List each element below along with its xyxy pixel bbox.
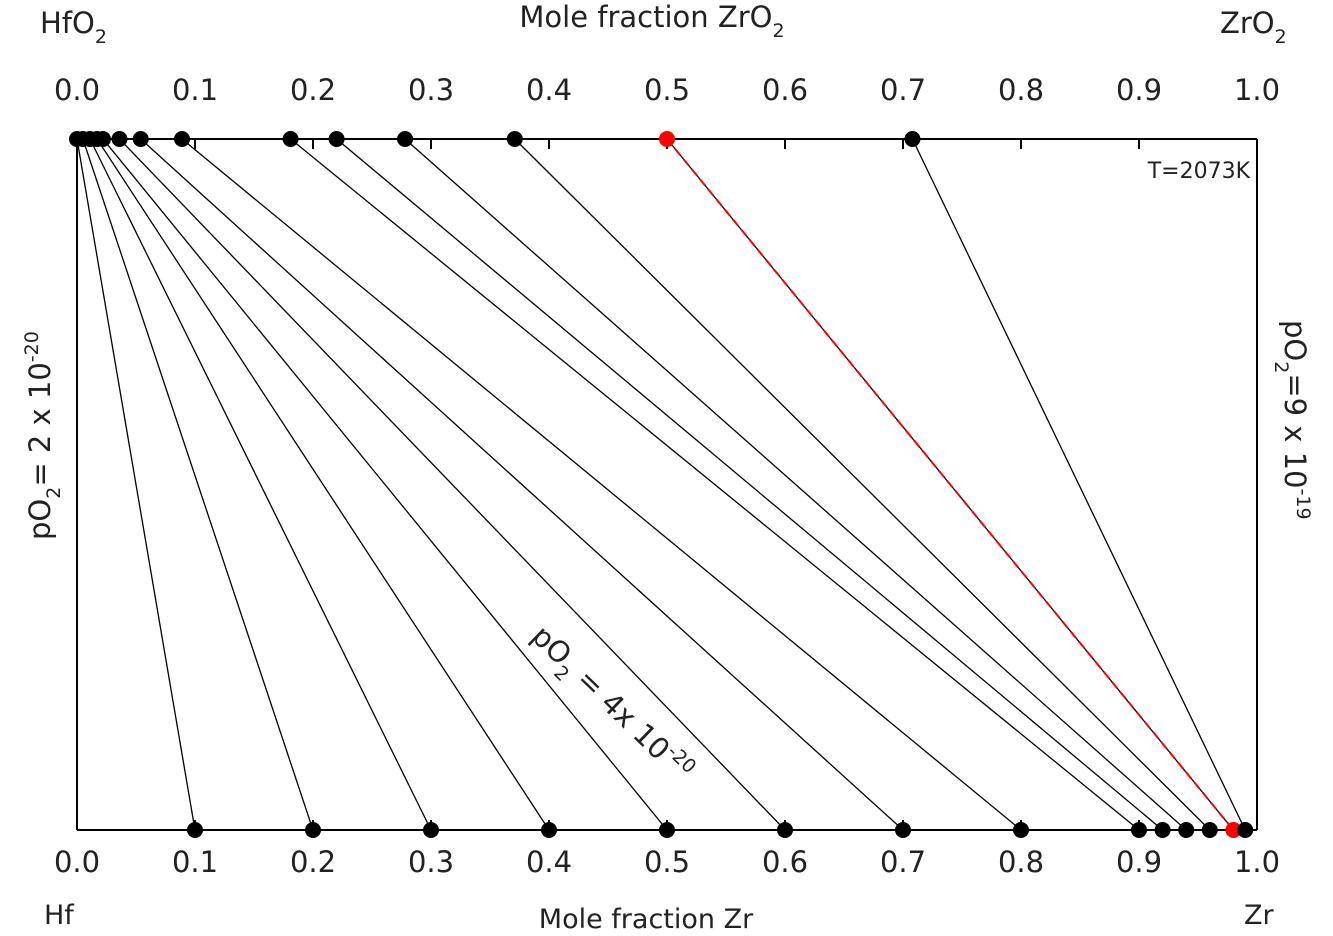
tick-label: 0.6 bbox=[762, 73, 808, 107]
bottom-point bbox=[305, 822, 321, 838]
tick-label: 0.4 bbox=[526, 73, 572, 107]
label-part: pO bbox=[23, 499, 57, 540]
top-point bbox=[904, 131, 921, 147]
tick-label: 0.2 bbox=[290, 73, 336, 107]
bottom-point bbox=[895, 822, 911, 838]
bottom-point bbox=[1237, 822, 1254, 838]
line-label: pO2 = 4x 10-20 bbox=[520, 617, 701, 794]
tick-label: 1.0 bbox=[1234, 845, 1280, 879]
top-point bbox=[282, 131, 299, 147]
tie-line bbox=[119, 138, 786, 831]
label-part: =9 x 10 bbox=[1278, 373, 1312, 488]
tie-line bbox=[140, 138, 904, 831]
tick-label: 0.8 bbox=[998, 845, 1044, 879]
tie-line bbox=[102, 138, 668, 831]
top-point bbox=[94, 131, 111, 147]
tick-label: 0.8 bbox=[998, 73, 1044, 107]
tick-label: 0.4 bbox=[526, 845, 572, 879]
bottom-point bbox=[541, 822, 557, 838]
bottom-point bbox=[1131, 822, 1147, 838]
bottom-point bbox=[423, 822, 439, 838]
tick-label: 0.7 bbox=[880, 845, 926, 879]
label-sub: 2 bbox=[43, 487, 65, 499]
bottom-point bbox=[187, 822, 203, 838]
label-part: = 4x 10 bbox=[563, 656, 676, 767]
label-part: ZrO bbox=[1220, 6, 1275, 40]
tick-label: 0.1 bbox=[172, 73, 218, 107]
bottom-left-label: Hf bbox=[44, 900, 75, 931]
bottom-point bbox=[1225, 822, 1242, 838]
highlight-line bbox=[666, 138, 1235, 831]
tie-line bbox=[514, 138, 1211, 831]
tie-line bbox=[181, 138, 1022, 831]
tick-label: 0.5 bbox=[644, 845, 690, 879]
tie-line bbox=[76, 138, 196, 831]
bottom-point bbox=[1154, 822, 1171, 838]
tick-label: 0.3 bbox=[408, 845, 454, 879]
tie-line bbox=[911, 138, 1246, 831]
top-left-label: HfO2 bbox=[40, 6, 107, 48]
bottom-point bbox=[777, 822, 793, 838]
bottom-right-label: Zr bbox=[1244, 900, 1274, 931]
tick-label: 0.9 bbox=[1116, 845, 1162, 879]
bottom-point bbox=[1178, 822, 1195, 838]
label-sub: 2 bbox=[1275, 26, 1287, 48]
label-sub: 2 bbox=[95, 26, 107, 48]
x2-axis-label: Mole fraction ZrO2 bbox=[519, 0, 784, 42]
tie-line bbox=[89, 138, 432, 831]
bottom-point bbox=[1201, 822, 1218, 838]
label-part: pO bbox=[1278, 320, 1312, 361]
tick-label: 0.9 bbox=[1116, 73, 1162, 107]
label-part: HfO bbox=[40, 6, 95, 40]
label-sub: 2 bbox=[1270, 361, 1292, 373]
top-point bbox=[506, 131, 523, 147]
bottom-point bbox=[659, 822, 675, 838]
top-point bbox=[397, 131, 414, 147]
tick-label: 1.0 bbox=[1234, 73, 1280, 107]
top-point bbox=[174, 131, 191, 147]
x-axis-label: Mole fraction Zr bbox=[539, 904, 754, 935]
top-point bbox=[328, 131, 345, 147]
tie-line bbox=[96, 138, 550, 831]
label-part: pO bbox=[525, 619, 578, 672]
top-right-label: ZrO2 bbox=[1220, 6, 1287, 48]
top-point bbox=[111, 131, 128, 147]
tie-line bbox=[404, 138, 1187, 831]
top-point bbox=[132, 131, 149, 147]
label-part: Mole fraction ZrO bbox=[519, 0, 772, 34]
label-sub: 2 bbox=[773, 20, 785, 42]
tie-line bbox=[82, 138, 314, 831]
bottom-point bbox=[1013, 822, 1029, 838]
tick-label: 0.0 bbox=[54, 73, 100, 107]
left-label: pO2= 2 x 10-20 bbox=[21, 331, 65, 540]
label-sup: -19 bbox=[1292, 489, 1314, 520]
tick-label: 0.0 bbox=[54, 845, 100, 879]
label-sup: -20 bbox=[21, 331, 43, 362]
annotation: T=2073K bbox=[1147, 159, 1251, 184]
tick-label: 0.6 bbox=[762, 845, 808, 879]
right-label: pO2=9 x 10-19 bbox=[1270, 320, 1314, 520]
top-point bbox=[659, 131, 675, 147]
tie-line bbox=[290, 138, 1140, 831]
tick-label: 0.7 bbox=[880, 73, 926, 107]
label-part: = 2 x 10 bbox=[23, 362, 57, 486]
tick-label: 0.5 bbox=[644, 73, 690, 107]
tick-label: 0.3 bbox=[408, 73, 454, 107]
tick-label: 0.1 bbox=[172, 845, 218, 879]
tie-line bbox=[336, 138, 1164, 831]
tick-label: 0.2 bbox=[290, 845, 336, 879]
